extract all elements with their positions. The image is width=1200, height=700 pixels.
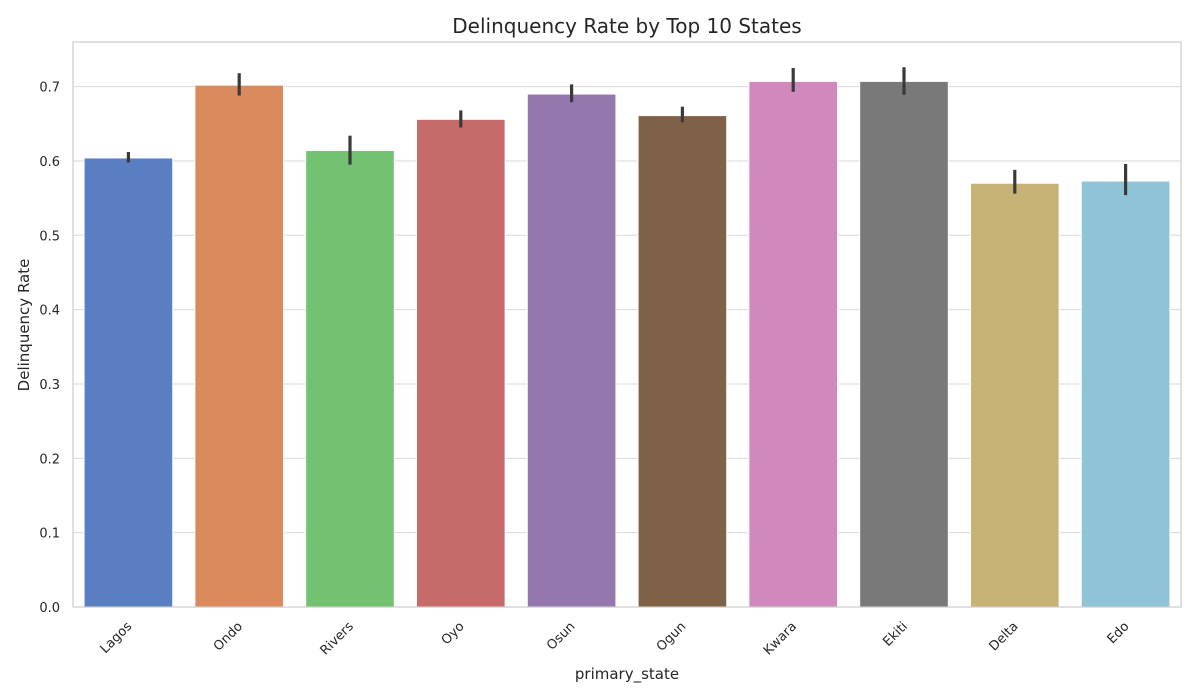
x-tick-label-delta: Delta xyxy=(986,619,1021,654)
bar-kwara xyxy=(748,80,839,608)
y-tick-layer: 0.0 0.1 0.2 0.3 0.4 0.5 0.6 0.7 xyxy=(39,81,60,616)
y-tick-label: 0.6 xyxy=(39,155,60,170)
x-tick-label-osun: Osun xyxy=(544,619,578,653)
chart-title: Delinquency Rate by Top 10 States xyxy=(452,14,801,38)
bar-ogun xyxy=(637,115,728,608)
y-tick-label: 0.2 xyxy=(39,452,60,467)
x-tick-label-rivers: Rivers xyxy=(318,619,357,658)
x-tick-label-ogun: Ogun xyxy=(654,619,689,654)
bar-edo xyxy=(1080,180,1171,608)
y-tick-label: 0.3 xyxy=(39,378,60,393)
x-tick-label-lagos: Lagos xyxy=(98,619,136,657)
bar-ekiti xyxy=(859,80,949,608)
y-tick-label: 0.1 xyxy=(39,527,60,542)
bar-rivers xyxy=(305,150,395,608)
bar-lagos xyxy=(83,157,174,608)
plot-frame xyxy=(72,41,1182,608)
y-tick-label: 0.7 xyxy=(39,81,60,96)
y-tick-label: 0.4 xyxy=(39,304,60,319)
bar-oyo xyxy=(415,118,506,608)
x-tick-label-ekiti: Ekiti xyxy=(880,619,910,649)
x-tick-label-kwara: Kwara xyxy=(761,619,800,658)
x-tick-layer: Lagos Ondo Rivers Oyo Osun Ogun Kwara Ekiti Delt… xyxy=(98,619,1133,658)
x-tick-label-ondo: Ondo xyxy=(211,619,246,654)
y-tick-label: 0.5 xyxy=(39,229,60,244)
bar-ondo xyxy=(194,84,285,608)
error-bar-layer xyxy=(126,67,1128,196)
y-tick-label: 0.0 xyxy=(39,601,60,616)
y-axis-label: Delinquency Rate xyxy=(15,259,33,392)
bar-layer xyxy=(83,80,1171,608)
x-axis-label: primary_state xyxy=(575,665,679,684)
x-tick-label-edo: Edo xyxy=(1105,619,1133,647)
bar-delta xyxy=(969,182,1060,608)
bar-osun xyxy=(526,93,617,608)
x-tick-label-oyo: Oyo xyxy=(439,619,468,648)
